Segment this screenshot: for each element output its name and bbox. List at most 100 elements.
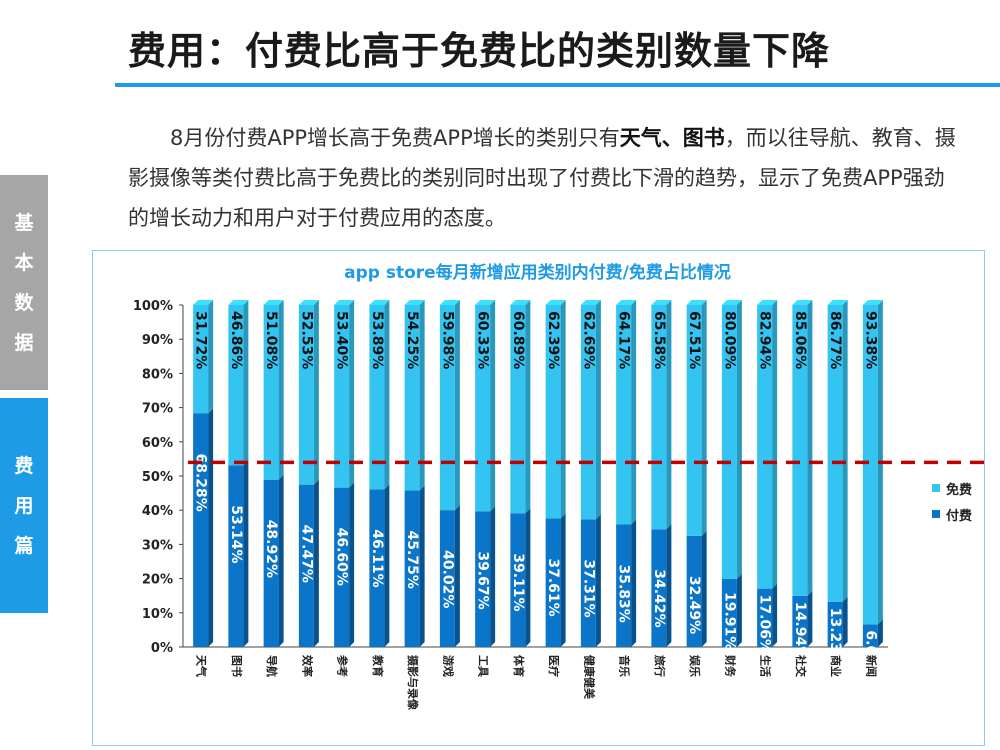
bar-free [369, 305, 385, 490]
bar-top-face [792, 300, 813, 305]
legend-swatch-paid [932, 510, 940, 518]
sidebar-tab-char: 费 [14, 454, 34, 477]
free-data-label: 59.98% [439, 311, 455, 369]
bar-free [792, 305, 808, 596]
paid-data-label: 47.47% [298, 525, 314, 583]
bar-top-face [651, 300, 672, 305]
free-data-label: 62.39% [545, 311, 561, 369]
bar-paid-side [419, 485, 425, 647]
bar-paid-side [490, 506, 496, 647]
free-data-label: 52.53% [298, 311, 314, 369]
y-tick-label: 0% [151, 641, 173, 656]
x-category-label: 图书 [230, 655, 244, 677]
bar-free [475, 305, 491, 512]
summary-text-1: 8月份付费APP增长高于免费APP增长的类别只有 [170, 126, 620, 150]
bar-top-face [369, 300, 390, 305]
paid-data-label: 32.49% [686, 576, 702, 634]
bar-paid-side [208, 408, 214, 647]
legend-label-paid: 付费 [946, 508, 973, 524]
x-category-label: 财务 [723, 654, 737, 678]
sidebar-tab-char: 篇 [14, 534, 34, 557]
paid-data-label: 40.02% [439, 550, 455, 608]
bar-paid [721, 578, 737, 647]
bar-free [651, 305, 667, 530]
paid-data-label: 39.11% [510, 553, 526, 611]
x-category-label: 体育 [512, 655, 526, 677]
x-category-label: 游戏 [441, 655, 455, 677]
bar-paid-side [772, 583, 778, 647]
bar-top-face [404, 300, 425, 305]
free-data-label: 62.69% [580, 311, 596, 369]
bar-paid-side [349, 482, 355, 647]
bar-top-face [545, 300, 566, 305]
bar-paid [369, 489, 385, 647]
y-tick-label: 20% [142, 573, 173, 588]
bar-paid [263, 479, 279, 647]
paid-data-label: 46.60% [334, 528, 350, 586]
x-category-label: 导航 [265, 655, 279, 677]
y-tick-label: 80% [142, 367, 173, 382]
free-data-label: 67.51% [686, 311, 702, 369]
paid-data-label: 48.92% [263, 520, 279, 578]
paid-data-label: 39.67% [475, 551, 491, 609]
sidebar-tab-cost[interactable]: 费 用 篇 [0, 398, 48, 613]
bar-top-face [334, 300, 355, 305]
bar-paid [439, 510, 455, 647]
paid-data-label: 45.75% [404, 531, 420, 589]
x-category-label: 音乐 [618, 655, 632, 677]
paid-data-label: 46.11% [369, 529, 385, 587]
bar-top-face [510, 300, 531, 305]
x-category-label: 天气 [195, 655, 209, 677]
bar-paid-side [736, 573, 742, 647]
bar-free-side [631, 300, 637, 525]
legend-item-paid: 付费 [932, 501, 972, 527]
bar-paid [193, 413, 209, 647]
free-data-label: 82.94% [757, 311, 773, 369]
bar-free-side [525, 300, 531, 514]
bar-free-side [666, 300, 672, 530]
bar-free-side [384, 300, 390, 490]
bar-free-side [208, 300, 214, 414]
page-title: 费用：付费比高于免费比的类别数量下降 [128, 29, 831, 73]
paid-data-label: 13.23% [827, 608, 843, 666]
legend-swatch-free [932, 484, 940, 492]
bar-free [545, 305, 561, 519]
bar-paid-side [666, 524, 672, 647]
paid-data-label: 17.06% [757, 595, 773, 653]
paid-data-label: 35.83% [616, 564, 632, 622]
x-category-label: 新闻 [864, 655, 878, 677]
bar-top-face [298, 300, 319, 305]
free-data-label: 86.77% [827, 311, 843, 369]
bar-top-face [757, 300, 778, 305]
y-tick-label: 90% [142, 333, 173, 348]
bar-paid [545, 518, 561, 647]
x-category-label: 效率 [300, 655, 314, 677]
bar-top-face [580, 300, 601, 305]
y-tick-label: 100% [133, 299, 173, 314]
bar-free-side [419, 300, 425, 491]
bar-free [439, 305, 455, 511]
free-data-label: 60.89% [510, 311, 526, 369]
sidebar-tab-char: 用 [14, 494, 34, 517]
free-data-label: 53.40% [334, 311, 350, 369]
bar-paid-side [595, 514, 601, 647]
y-tick-label: 10% [142, 607, 173, 622]
paid-data-label: 14.94% [792, 602, 808, 660]
bar-paid-side [384, 484, 390, 647]
bar-paid-side [807, 590, 813, 647]
bar-paid-side [525, 508, 531, 647]
x-category-label: 娱乐 [688, 655, 702, 677]
chart-legend: 免费 付费 [932, 475, 972, 527]
sidebar-tab-basic-data[interactable]: 基 本 数 据 [0, 175, 48, 390]
free-data-label: 80.09% [721, 311, 737, 369]
bar-free [193, 305, 209, 414]
bar-free [298, 305, 314, 485]
bar-paid [228, 465, 244, 647]
bar-free [228, 305, 244, 466]
bar-free-side [701, 300, 707, 536]
bar-paid-side [631, 519, 637, 647]
bar-paid-side [560, 513, 566, 647]
paid-data-label: 37.31% [580, 559, 596, 617]
sidebar-tab-char: 据 [14, 331, 34, 354]
